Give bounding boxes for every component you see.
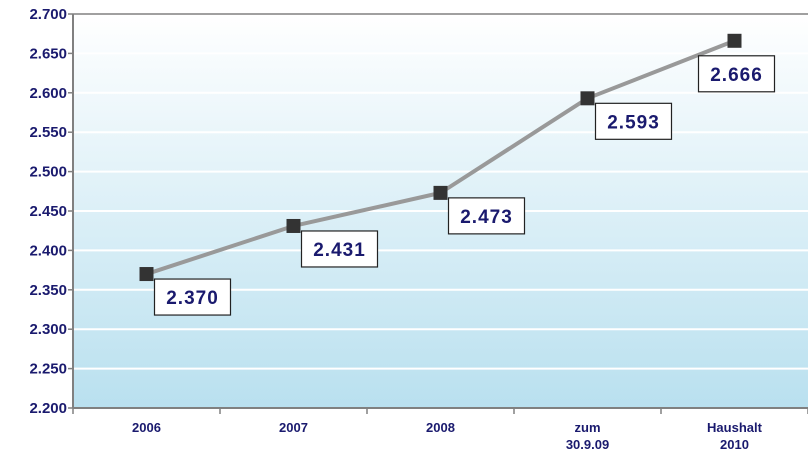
y-tick-label: 2.250 (29, 361, 67, 378)
y-tick-label: 2.600 (29, 85, 67, 102)
data-label: 2.370 (153, 278, 232, 316)
x-tick-label: 2007 (279, 420, 308, 435)
y-tick-label: 2.300 (29, 321, 67, 338)
data-label-text: 2.593 (607, 112, 660, 133)
y-tick-label: 2.700 (29, 6, 67, 23)
data-labels: 2.370 2.431 2.473 2.593 2.666 (153, 55, 776, 316)
data-label-text: 2.473 (460, 207, 513, 228)
data-label-text: 2.431 (313, 240, 366, 261)
data-point-marker (139, 267, 154, 282)
y-tick-label: 2.400 (29, 242, 67, 259)
data-label: 2.666 (697, 55, 776, 93)
axes (68, 13, 808, 414)
x-tick-label: zum 30.9.09 (566, 420, 609, 452)
data-point-marker (286, 218, 301, 233)
y-tick-label: 2.650 (29, 45, 67, 62)
y-axis-tick-labels: 2.200 2.250 2.300 2.350 2.400 2.450 2.500 2.550… (29, 6, 67, 417)
data-label-text: 2.370 (166, 288, 219, 309)
data-label-text: 2.666 (710, 65, 763, 86)
data-point-marker (727, 33, 742, 48)
data-label-box (447, 197, 526, 235)
x-tick-label: 2006 (132, 420, 161, 435)
y-tick-label: 2.450 (29, 203, 67, 220)
data-label-box (594, 102, 673, 140)
y-tick-label: 2.500 (29, 164, 67, 181)
data-label: 2.431 (300, 230, 379, 268)
data-label-box (697, 55, 776, 93)
data-label: 2.593 (594, 102, 673, 140)
data-point-marker (580, 91, 595, 106)
x-tick-label: 2008 (426, 420, 455, 435)
data-point-marker (433, 185, 448, 200)
x-axis-tick-labels: 2006 2007 2008 zum 30.9.09 Haushalt 2010 (132, 420, 763, 452)
x-tick-label: Haushalt 2010 (707, 420, 763, 452)
data-label-box (300, 230, 379, 268)
y-tick-label: 2.350 (29, 282, 67, 299)
y-tick-label: 2.550 (29, 124, 67, 141)
data-label-box (153, 278, 232, 316)
data-label: 2.473 (447, 197, 526, 235)
y-tick-label: 2.200 (29, 400, 67, 417)
series-markers (139, 33, 742, 282)
